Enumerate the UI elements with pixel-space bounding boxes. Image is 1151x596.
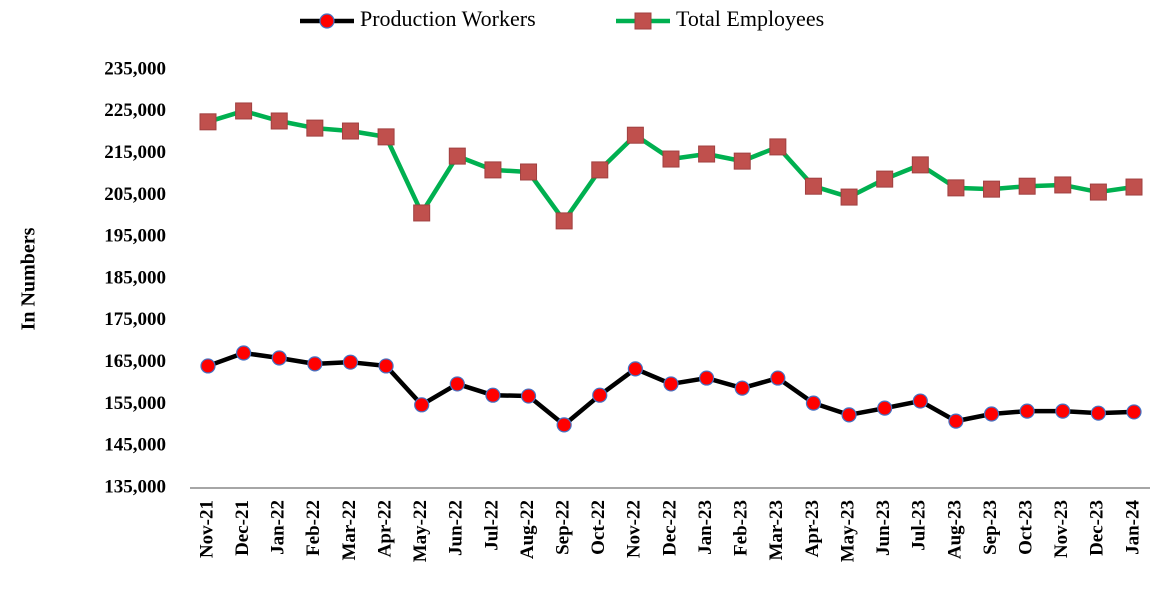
- x-tick-label: Nov-21: [196, 500, 217, 558]
- marker: [449, 376, 465, 392]
- marker: [769, 138, 787, 156]
- x-tick-label: Jul-23: [909, 500, 930, 551]
- marker: [199, 113, 217, 131]
- y-tick-label: 235,000: [104, 58, 166, 79]
- x-tick-label: Sep-23: [980, 500, 1001, 555]
- x-tick-label: Sep-22: [553, 500, 574, 555]
- marker: [662, 150, 680, 168]
- marker: [485, 387, 501, 403]
- y-axis-label: In Numbers: [18, 227, 40, 330]
- marker: [520, 163, 538, 181]
- y-tick-label: 205,000: [104, 184, 166, 205]
- x-tick-label: Apr-22: [374, 500, 395, 557]
- marker: [698, 145, 716, 163]
- x-tick-label: Oct-23: [1016, 500, 1037, 555]
- x-tick-label: Mar-23: [766, 500, 787, 561]
- marker: [341, 122, 359, 140]
- marker: [770, 370, 786, 386]
- marker: [200, 358, 216, 374]
- y-tick-label: 215,000: [104, 142, 166, 163]
- marker: [1125, 178, 1143, 196]
- x-tick-label: Jul-22: [481, 500, 502, 551]
- marker: [236, 345, 252, 361]
- marker: [1090, 405, 1106, 421]
- marker: [307, 356, 323, 372]
- marker: [377, 128, 395, 146]
- x-tick-label: Nov-22: [624, 500, 645, 558]
- x-tick-label: Oct-22: [588, 500, 609, 555]
- marker: [840, 188, 858, 206]
- marker: [841, 407, 857, 423]
- y-tick-label: 195,000: [104, 226, 166, 247]
- marker: [947, 179, 965, 197]
- marker: [912, 393, 928, 409]
- x-tick-label: Jan-23: [695, 500, 716, 555]
- marker: [733, 152, 751, 170]
- marker: [591, 161, 609, 179]
- marker: [414, 397, 430, 413]
- marker: [983, 180, 1001, 198]
- marker: [448, 147, 466, 165]
- y-tick-label: 175,000: [104, 309, 166, 330]
- marker: [520, 388, 537, 404]
- x-tick-label: Aug-22: [517, 500, 538, 559]
- marker: [627, 361, 643, 377]
- marker: [734, 380, 750, 396]
- marker: [877, 400, 893, 416]
- x-tick-label: Dec-21: [232, 500, 253, 556]
- x-tick-label: Jan-24: [1122, 500, 1143, 555]
- x-tick-label: Jan-22: [268, 500, 289, 555]
- marker: [1019, 403, 1035, 419]
- legend-marker: [319, 13, 335, 29]
- marker: [1055, 403, 1071, 419]
- marker: [699, 370, 715, 386]
- x-tick-label: Mar-22: [339, 500, 360, 561]
- x-tick-label: May-23: [837, 500, 858, 562]
- marker: [306, 119, 324, 137]
- x-tick-label: Feb-23: [731, 500, 752, 556]
- marker: [235, 102, 253, 120]
- marker: [413, 204, 431, 222]
- x-tick-label: Feb-22: [303, 500, 324, 556]
- marker: [1089, 183, 1107, 201]
- marker: [342, 354, 359, 370]
- x-tick-label: Dec-23: [1087, 500, 1108, 556]
- marker: [378, 358, 394, 374]
- y-tick-label: 185,000: [104, 267, 166, 288]
- y-tick-label: 165,000: [104, 351, 166, 372]
- y-tick-label: 155,000: [104, 393, 166, 414]
- marker: [1054, 176, 1072, 194]
- marker: [555, 212, 573, 230]
- legend-label: Total Employees: [676, 6, 824, 31]
- marker: [626, 126, 644, 144]
- marker: [1126, 404, 1142, 420]
- marker: [1018, 177, 1036, 195]
- marker: [271, 350, 287, 366]
- marker: [556, 417, 572, 433]
- marker: [484, 161, 502, 179]
- x-tick-label: Jun-23: [873, 500, 894, 556]
- x-tick-label: Nov-23: [1051, 500, 1072, 558]
- marker: [983, 406, 1000, 422]
- marker: [804, 177, 822, 195]
- marker: [663, 376, 679, 392]
- marker: [805, 395, 822, 411]
- legend-marker: [634, 12, 652, 30]
- marker: [948, 413, 964, 429]
- x-tick-label: Dec-22: [659, 500, 680, 556]
- y-tick-label: 145,000: [104, 435, 166, 456]
- marker: [270, 112, 288, 130]
- x-tick-label: Apr-23: [802, 500, 823, 557]
- y-tick-label: 225,000: [104, 100, 166, 121]
- x-tick-label: Jun-22: [446, 500, 467, 556]
- marker: [876, 170, 894, 188]
- x-tick-label: Aug-23: [944, 500, 965, 559]
- legend-label: Production Workers: [360, 6, 536, 31]
- y-tick-label: 135,000: [104, 476, 166, 497]
- marker: [592, 387, 608, 403]
- x-tick-label: May-22: [410, 500, 431, 562]
- marker: [911, 156, 929, 174]
